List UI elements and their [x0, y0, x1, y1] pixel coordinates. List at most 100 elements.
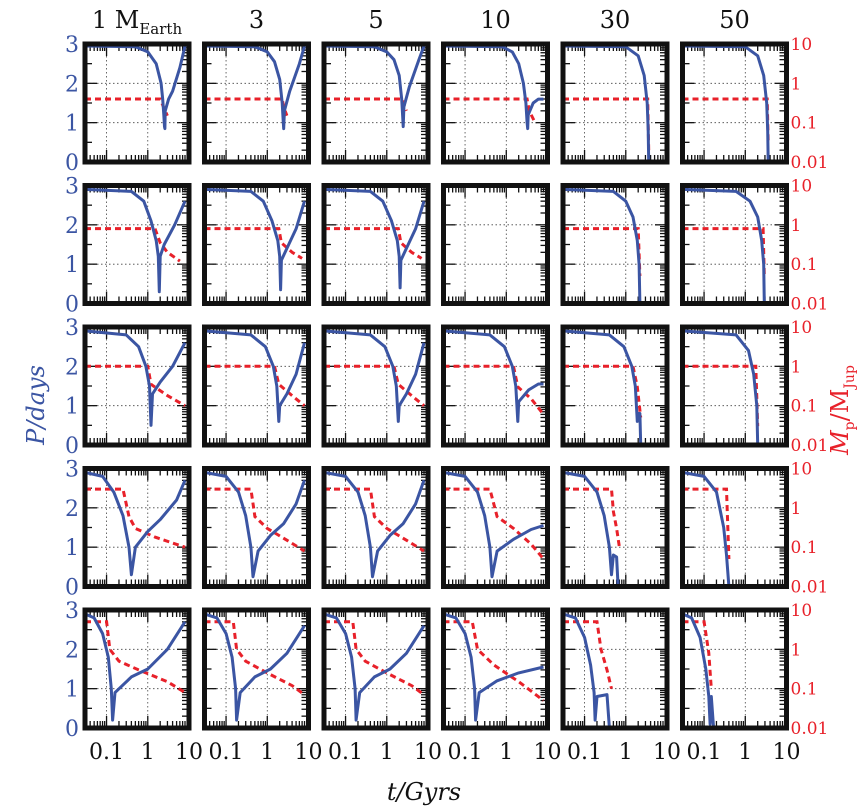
panel-frame	[321, 183, 431, 306]
planet-mass-series	[443, 487, 545, 560]
panel-grid-lines	[324, 185, 429, 304]
panel-background	[563, 327, 667, 445]
x-tick-label: 0.1	[89, 740, 124, 765]
panel-grid-lines	[682, 468, 787, 587]
y-right-tick-label: 1	[791, 640, 802, 660]
period-series	[682, 44, 770, 163]
y-right-tick-label: 0.01	[791, 436, 829, 456]
x-tick-label: 0.1	[687, 740, 722, 765]
panel-frame	[680, 41, 789, 165]
panel-background	[85, 44, 189, 162]
panel-grid-lines	[563, 610, 668, 728]
planet-mass-series	[85, 364, 186, 408]
y-right-axis-title: Mp/MJup	[826, 365, 858, 456]
y-left-tick-label: 1	[65, 253, 79, 278]
y-left-tick-label: 2	[65, 638, 79, 663]
period-series	[682, 187, 766, 304]
column-title-2: 3	[249, 6, 264, 34]
planet-mass-series	[563, 620, 613, 690]
period-series	[443, 44, 544, 131]
y-right-tick-label: 1	[791, 499, 802, 519]
panel-grid-lines	[443, 610, 548, 728]
planet-mass-series	[204, 620, 306, 697]
panel-r5-c5	[560, 607, 670, 731]
panel-frame	[321, 466, 431, 589]
x-tick-label: 0.1	[567, 740, 602, 765]
y-right-tick-label: 10	[791, 35, 813, 55]
planet-mass-series	[85, 487, 186, 549]
y-right-tick-label: 1	[791, 216, 802, 236]
panel-background	[85, 185, 189, 304]
planet-mass-series	[324, 487, 425, 553]
panel-frame	[441, 466, 550, 589]
y-right-tick-label: 0.1	[791, 538, 818, 558]
planet-mass-series	[443, 620, 545, 702]
panel-frame	[202, 607, 311, 731]
y-left-tick-label: 0	[65, 717, 79, 742]
y-right-tick-label: 0.01	[791, 578, 829, 598]
y-left-tick-label: 3	[65, 33, 79, 58]
x-tick-label: 10	[175, 740, 203, 765]
y-left-tick-label: 2	[65, 497, 79, 522]
panel-frame	[321, 41, 431, 165]
panel-frame	[560, 183, 670, 306]
period-series	[682, 470, 731, 587]
period-series	[84, 470, 187, 577]
period-series	[562, 44, 651, 163]
y-left-tick-label: 3	[65, 175, 79, 200]
panel-grid-lines	[682, 185, 787, 304]
planet-mass-series	[85, 620, 186, 694]
panel-r3-c1	[82, 324, 192, 448]
x-tick-label: 10	[414, 740, 442, 765]
y-left-tick-label: 0	[65, 293, 79, 318]
panel-r2-c3	[321, 183, 431, 306]
period-series	[204, 187, 306, 292]
panel-r2-c4	[441, 183, 550, 306]
panel-frame	[202, 324, 311, 448]
x-tick-label: 10	[534, 740, 562, 765]
panel-background	[682, 610, 787, 728]
panel-grid-lines	[204, 610, 309, 728]
period-series	[562, 470, 620, 587]
column-title-3: 5	[368, 6, 383, 34]
panel-frame	[321, 607, 431, 731]
y-right-tick-label: 10	[791, 460, 813, 480]
x-tick-labels: 0.1 1 10 0.1 1 10 0.1 1 10 0.1 1 10 0.1 1 10 0.1 1 10	[89, 740, 800, 765]
column-title-4: 10	[480, 6, 511, 34]
panel-r1-c3	[321, 41, 431, 165]
panel-grid-lines	[85, 610, 190, 728]
panel-background	[443, 44, 548, 162]
panel-frame	[560, 466, 670, 589]
period-series	[682, 329, 760, 446]
period-series	[84, 44, 187, 131]
panel-frame	[680, 183, 789, 306]
period-series	[443, 612, 544, 722]
panel-grid-lines	[443, 185, 548, 304]
planet-mass-series	[443, 364, 545, 416]
panel-frame	[680, 466, 789, 589]
y-left-tick-label: 1	[65, 112, 79, 137]
period-series	[84, 612, 187, 722]
y-right-tick-label: 0.1	[791, 114, 818, 134]
panel-grid-lines	[204, 185, 309, 304]
y-left-tick-label: 2	[65, 72, 79, 97]
panel-r1-c2	[202, 41, 311, 165]
period-series	[562, 612, 611, 729]
panel-r3-c6	[680, 324, 789, 448]
period-series	[443, 470, 544, 579]
panel-grid-lines	[204, 44, 309, 162]
y-left-tick-label: 3	[65, 458, 79, 483]
panel-r2-c6	[680, 183, 789, 306]
period-series	[204, 44, 306, 131]
y-right-tick-label: 10	[791, 601, 813, 621]
y-left-tick-label: 1	[65, 395, 79, 420]
x-tick-label: 0.1	[328, 740, 363, 765]
panel-background	[324, 327, 428, 445]
period-series	[84, 329, 187, 427]
panel-grid-lines	[324, 610, 429, 728]
planet-mass-series	[85, 227, 181, 263]
planet-mass-series	[204, 487, 306, 553]
panel-frame	[560, 41, 670, 165]
panel-background	[563, 468, 667, 587]
